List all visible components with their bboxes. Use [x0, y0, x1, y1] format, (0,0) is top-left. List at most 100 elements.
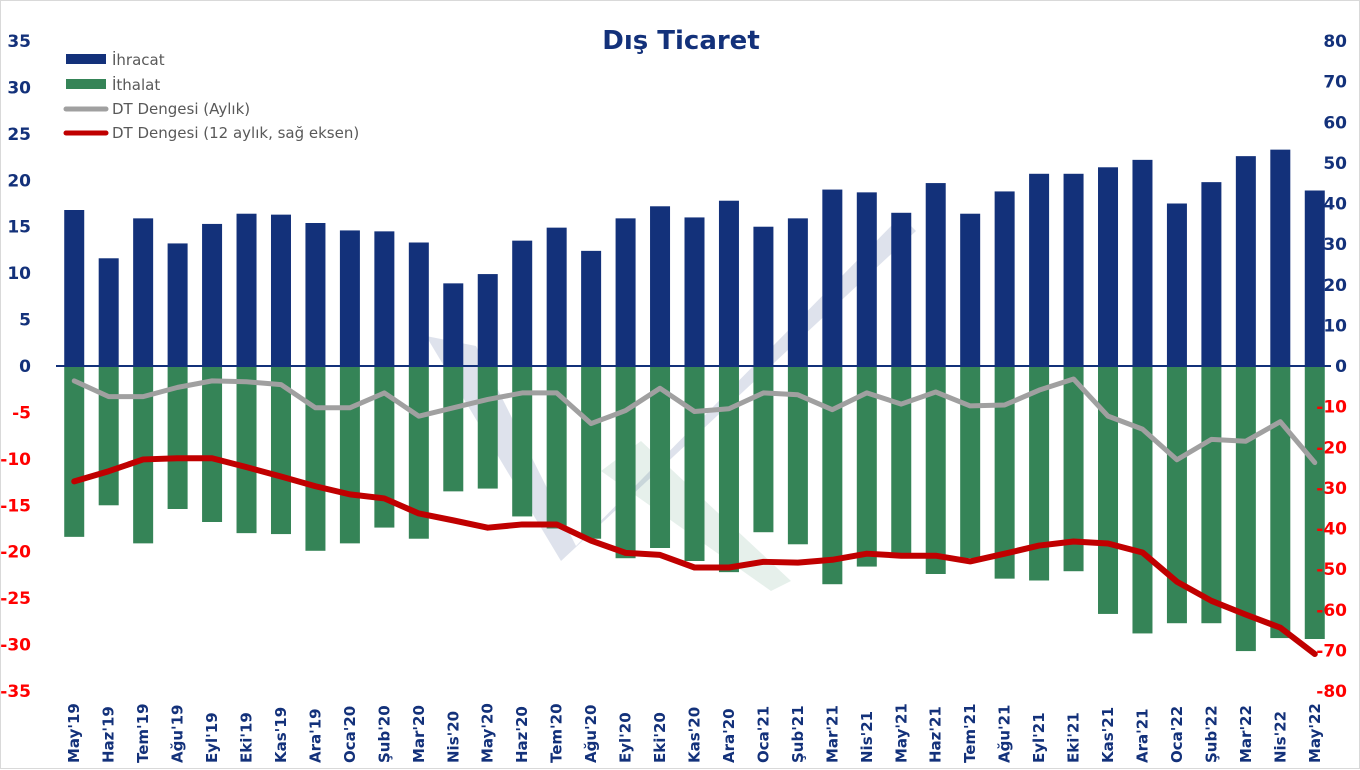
left-axis-tick: -15 — [1, 496, 31, 516]
export-bar — [1132, 159, 1153, 366]
export-bar — [477, 274, 498, 366]
left-axis-tick: 25 — [7, 125, 31, 145]
import-bar — [1132, 366, 1153, 634]
import-bars — [64, 366, 1325, 652]
export-bar — [856, 192, 877, 366]
right-axis-tick: 80 — [1323, 32, 1347, 52]
import-bar — [1201, 366, 1222, 624]
legend-swatch-imports — [66, 79, 106, 89]
left-axis-tick: 15 — [7, 218, 31, 238]
import-bar — [718, 366, 739, 573]
import-bar — [512, 366, 533, 517]
left-axis-tick: 10 — [7, 264, 31, 284]
export-bar — [236, 213, 257, 366]
right-axis-tick: 30 — [1323, 235, 1347, 255]
export-bar — [167, 243, 188, 366]
export-bar — [546, 227, 567, 366]
right-axis-tick: 70 — [1323, 73, 1347, 93]
import-bar — [856, 366, 877, 567]
chart-title: Dış Ticaret — [602, 26, 760, 56]
x-axis-label: Haz'20 — [513, 706, 531, 763]
left-axis-tick: -35 — [1, 682, 31, 702]
import-bar — [925, 366, 946, 574]
export-bar — [1304, 190, 1325, 366]
import-bar — [133, 366, 154, 544]
x-axis-label: Mar'22 — [1237, 705, 1255, 763]
export-bar — [581, 250, 602, 366]
export-bar — [1201, 182, 1222, 366]
x-axis-label: Ara'20 — [720, 708, 738, 763]
import-bar — [1235, 366, 1256, 652]
x-axis-label: Tem'20 — [548, 703, 566, 763]
export-bar — [925, 183, 946, 366]
x-axis-label: Eki'19 — [238, 712, 256, 763]
x-axis-label: Ağu'21 — [996, 705, 1014, 764]
right-axis-tick: -40 — [1316, 520, 1347, 540]
export-bar — [64, 210, 85, 366]
import-bar — [236, 366, 257, 534]
right-axis-tick: 50 — [1323, 154, 1347, 174]
x-axis-label: Kas'20 — [686, 707, 704, 763]
left-axis-tick: -30 — [1, 636, 31, 656]
export-bar — [133, 218, 154, 366]
x-axis-label: Mar'21 — [823, 705, 841, 763]
x-axis-labels: May'19 Haz'19 Tem'19 Ağu'19 Eyl'19 Eki'19 Kas'… — [65, 703, 1324, 763]
import-bar — [339, 366, 360, 544]
x-axis-label: May'20 — [479, 703, 497, 763]
export-bar — [339, 230, 360, 366]
x-axis-label: Eyl'21 — [1030, 712, 1048, 763]
import-bar — [202, 366, 223, 522]
export-bar — [98, 258, 119, 366]
legend-label-monthly: DT Dengesi (Aylık) — [112, 100, 250, 118]
import-bar — [98, 366, 119, 506]
import-bar — [1304, 366, 1325, 639]
export-bar — [408, 242, 429, 366]
x-axis-label: Ağu'19 — [169, 705, 187, 764]
right-axis-tick: -80 — [1316, 682, 1347, 702]
left-axis-tick: 35 — [7, 32, 31, 52]
export-bar — [960, 213, 981, 366]
export-bar — [1029, 173, 1050, 366]
import-bar — [477, 366, 498, 489]
export-bar — [305, 223, 326, 366]
export-bar — [753, 226, 774, 366]
right-axis-tick: -10 — [1316, 398, 1347, 418]
import-bar — [960, 366, 981, 559]
legend-label-exports: İhracat — [112, 50, 165, 69]
right-axis-ticks: 80 70 60 50 40 30 20 10 0 -10 -20 -30 -40 -50 -60 -70 -8… — [1316, 32, 1347, 702]
export-bar — [615, 218, 636, 366]
left-axis-tick: 20 — [7, 171, 31, 191]
x-axis-label: Şub'21 — [789, 705, 807, 763]
import-bar — [443, 366, 464, 492]
left-axis-tick: 0 — [19, 357, 31, 377]
export-bar — [1270, 149, 1291, 366]
import-bar — [994, 366, 1015, 579]
legend: İhracat İthalat DT Dengesi (Aylık) DT De… — [63, 50, 359, 142]
export-bar — [1235, 156, 1256, 366]
import-bar — [753, 366, 774, 533]
monthly-balance-line — [71, 376, 1318, 466]
right-axis-tick: -50 — [1316, 560, 1347, 580]
export-bar — [1063, 173, 1084, 366]
x-axis-label: Şub'20 — [375, 705, 393, 763]
import-bar — [787, 366, 808, 545]
import-bar — [615, 366, 636, 559]
import-bar — [581, 366, 602, 539]
import-bar — [1166, 366, 1187, 624]
left-axis-ticks: 35 30 25 20 15 10 5 0 -5 -10 -15 -20 -25 -30 -35 — [1, 32, 31, 702]
right-axis-tick: 40 — [1323, 195, 1347, 215]
right-axis-tick: 60 — [1323, 113, 1347, 133]
right-axis-tick: 10 — [1323, 316, 1347, 336]
right-axis-tick: -20 — [1316, 438, 1347, 458]
export-bar — [374, 231, 395, 366]
export-bar — [202, 223, 223, 366]
x-axis-label: Kas'21 — [1099, 707, 1117, 763]
x-axis-label: May'22 — [1306, 703, 1324, 763]
import-bar — [1029, 366, 1050, 581]
import-bar — [650, 366, 671, 548]
import-bar — [1063, 366, 1084, 572]
right-axis-tick: -30 — [1316, 479, 1347, 499]
right-axis-tick: -70 — [1316, 641, 1347, 661]
x-axis-label: Ara'19 — [306, 708, 324, 763]
